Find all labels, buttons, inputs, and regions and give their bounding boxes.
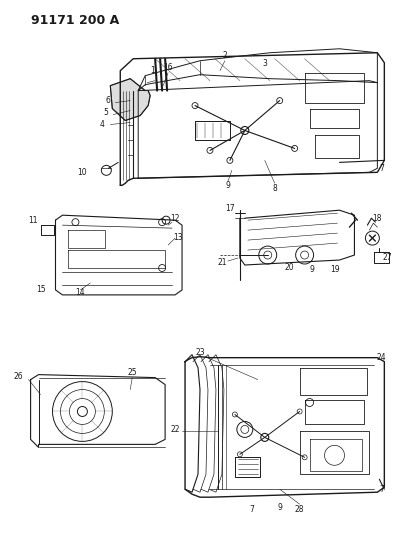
Polygon shape [110, 79, 150, 120]
Text: 19: 19 [331, 265, 340, 274]
Text: 17: 17 [225, 204, 235, 213]
Text: 3: 3 [262, 59, 267, 68]
Text: 9: 9 [225, 181, 230, 190]
Text: 2: 2 [223, 51, 227, 60]
Text: 11: 11 [28, 216, 37, 225]
Text: 1: 1 [150, 66, 154, 75]
Text: 20: 20 [285, 263, 294, 272]
Text: 8: 8 [272, 184, 277, 193]
Text: 22: 22 [170, 425, 180, 434]
Text: 26: 26 [14, 372, 24, 381]
Text: 23: 23 [195, 348, 205, 357]
Text: 9: 9 [277, 503, 282, 512]
Text: 12: 12 [170, 214, 180, 223]
Text: 28: 28 [295, 505, 305, 514]
Text: 7: 7 [379, 164, 384, 173]
Text: 13: 13 [173, 232, 183, 241]
Text: 24: 24 [377, 353, 386, 362]
Text: 91171 200 A: 91171 200 A [31, 14, 119, 27]
Text: 25: 25 [127, 368, 137, 377]
Text: 7: 7 [249, 505, 254, 514]
Text: 21: 21 [217, 257, 227, 266]
Text: 5: 5 [103, 108, 108, 117]
Text: 4: 4 [100, 120, 105, 129]
Text: 16: 16 [163, 63, 173, 72]
Text: 6: 6 [106, 96, 111, 105]
Text: 18: 18 [373, 214, 382, 223]
Text: 10: 10 [78, 168, 87, 177]
Text: 14: 14 [76, 288, 85, 297]
Text: 15: 15 [36, 285, 45, 294]
Text: 7: 7 [379, 484, 384, 494]
Text: 27: 27 [383, 253, 392, 262]
Text: 9: 9 [309, 265, 314, 274]
